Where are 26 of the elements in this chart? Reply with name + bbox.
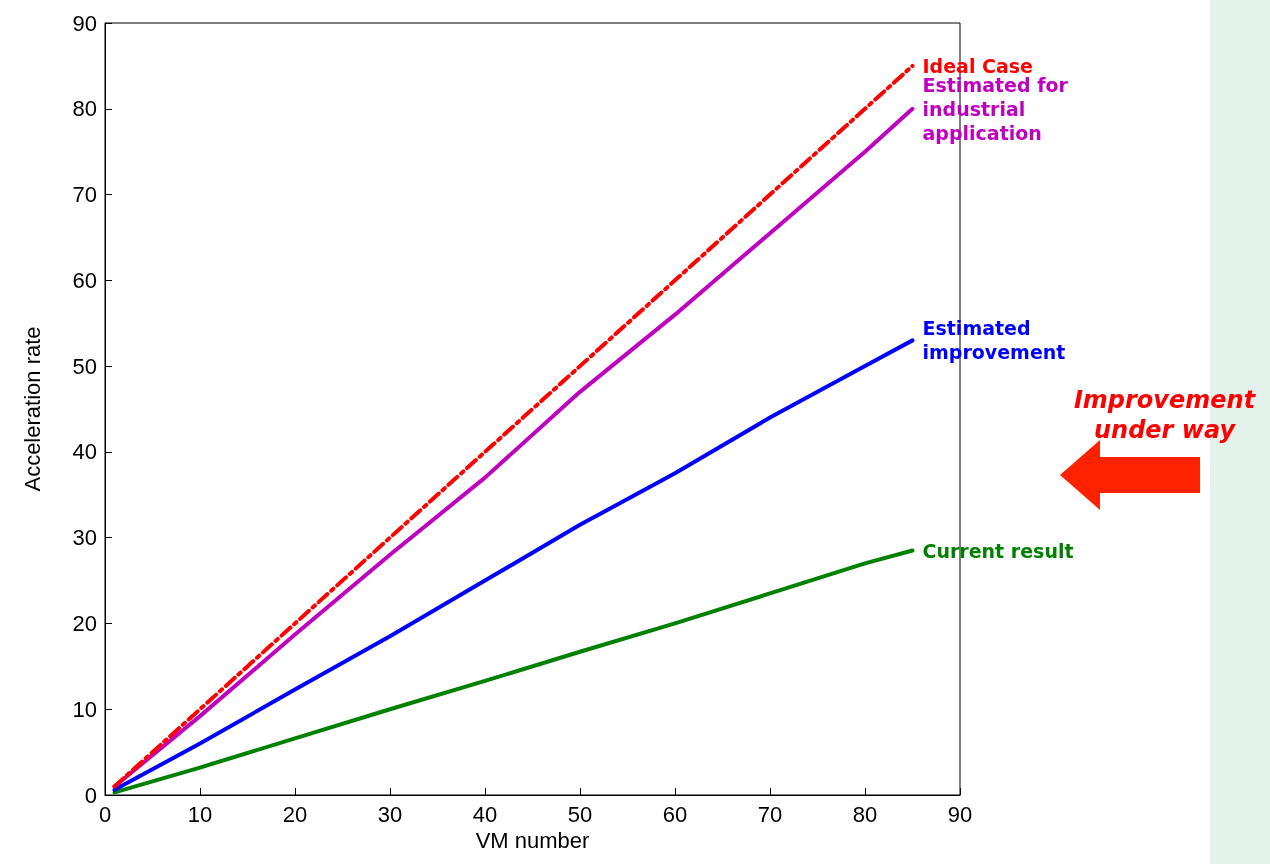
y-tick-label: 50 [72, 353, 97, 379]
series-label: Estimated improvement [922, 317, 1066, 364]
y-tick-label: 70 [72, 182, 97, 208]
y-tick-label: 10 [72, 696, 97, 722]
y-tick-label: 60 [72, 267, 97, 293]
x-tick-label: 60 [662, 801, 688, 827]
x-tick-label: 80 [852, 801, 878, 827]
x-tick-label: 30 [377, 801, 403, 827]
y-tick-label: 0 [84, 782, 97, 808]
y-tick-label: 80 [72, 96, 97, 122]
y-tick-label: 40 [72, 439, 97, 465]
x-tick-label: 20 [282, 801, 308, 827]
x-tick-label: 50 [567, 801, 593, 827]
line-series [112, 548, 915, 795]
line-series [112, 338, 915, 792]
x-tick-label: 70 [757, 801, 783, 827]
series-label: Current result [922, 539, 1074, 562]
x-tick-label: 40 [472, 801, 498, 827]
y-tick-label: 90 [72, 10, 97, 36]
x-tick-label: 10 [187, 801, 213, 827]
y-axis-title: Acceleration rate [19, 326, 45, 492]
text: Improvement under way [1072, 385, 1257, 445]
x-tick-label: 90 [947, 801, 973, 827]
y-tick-label: 20 [72, 610, 97, 636]
x-axis-title: VM number [475, 828, 590, 854]
y-tick-label: 30 [72, 525, 97, 551]
